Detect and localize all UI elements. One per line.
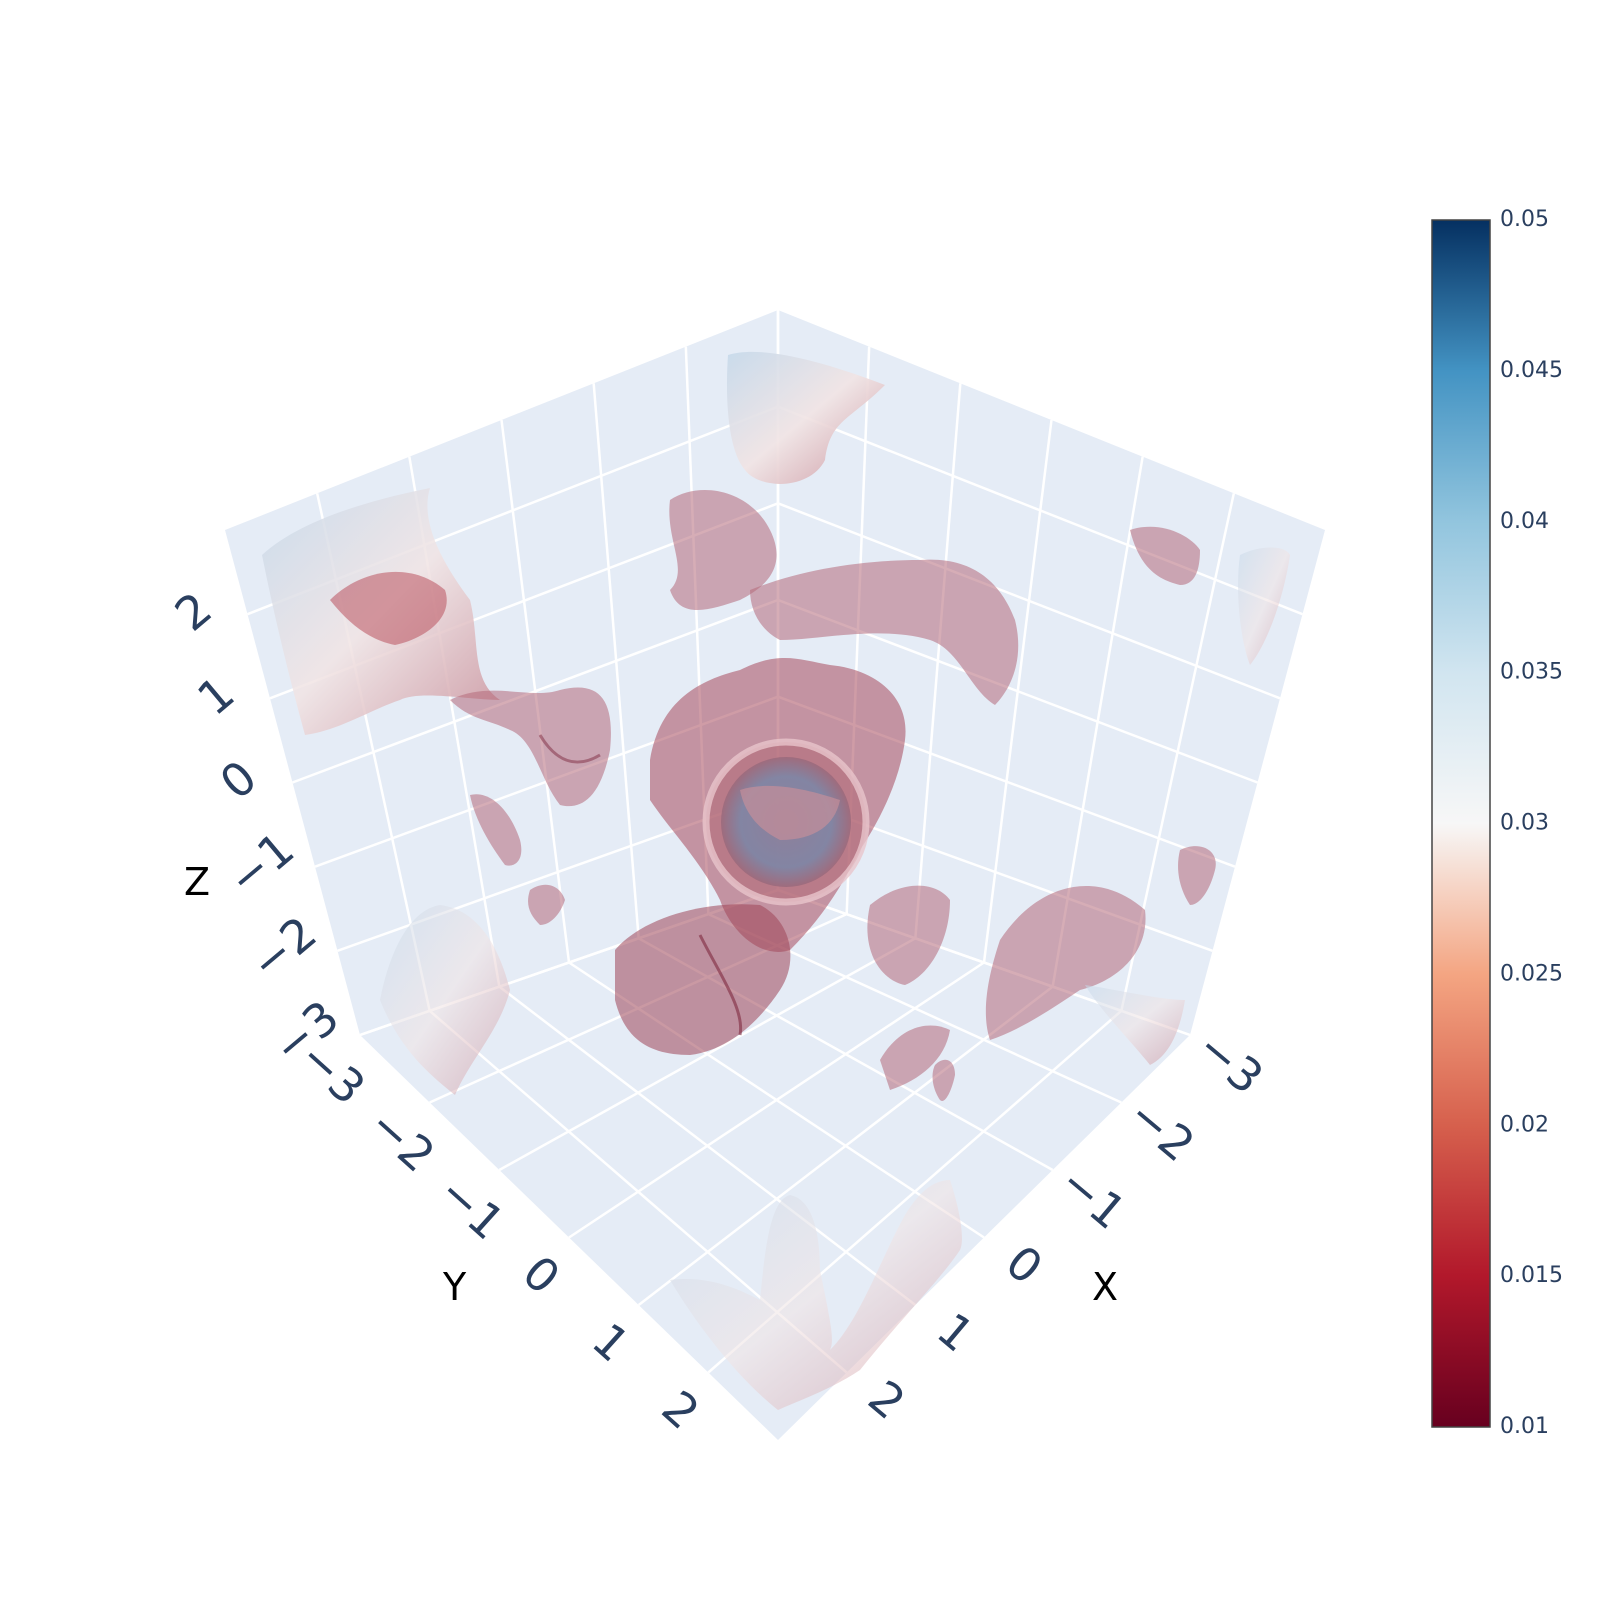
isosurface-blob xyxy=(726,351,885,484)
left-wall xyxy=(225,310,778,1035)
isosurface-blob xyxy=(1238,547,1290,665)
wall-gridline xyxy=(777,405,1303,616)
z-tick-label: −2 xyxy=(240,906,327,991)
z-tick-label: 0 xyxy=(210,750,267,810)
x-tick-label: −3 xyxy=(1187,1020,1274,1105)
colorbar[interactable]: 0.01 0.015 0.02 0.025 0.03 0.035 0.04 0.045 0.05 xyxy=(1431,207,1563,1439)
isosurface-blob xyxy=(932,1059,955,1101)
floor xyxy=(360,890,1190,1440)
y-axis-title: Y xyxy=(442,1265,467,1309)
colorbar-tick-label: 0.045 xyxy=(1500,358,1563,383)
y-tick-label: −2 xyxy=(359,1097,446,1183)
isosurface-blob xyxy=(1130,526,1200,585)
isosurface-blob xyxy=(380,905,510,1095)
colorbar-tick-label: 0.02 xyxy=(1500,1112,1549,1137)
isosurface-blob xyxy=(615,904,791,1055)
isosurface-blob xyxy=(750,559,1019,705)
isosurface-blob xyxy=(330,571,447,645)
x-axis-title: X xyxy=(1092,1265,1118,1309)
colorbar-tick-label: 0.035 xyxy=(1500,660,1563,685)
isosurface-blob xyxy=(867,885,950,985)
x-tick-label: −1 xyxy=(1050,1155,1137,1240)
isosurfaces xyxy=(262,351,1290,1410)
isosurface-blob xyxy=(1178,846,1216,905)
isosurface-blob xyxy=(528,884,565,925)
isosurface-blob xyxy=(669,490,777,610)
isosurface-edge xyxy=(538,734,601,764)
y-tick-label: 2 xyxy=(652,1380,710,1440)
y-tick-label: −1 xyxy=(428,1165,515,1251)
colorbar-tick-label: 0.05 xyxy=(1500,207,1549,232)
colorbar-tick-label: 0.025 xyxy=(1500,961,1563,986)
x-tick-label: −2 xyxy=(1118,1087,1205,1172)
isosurface-blob xyxy=(450,687,611,807)
colorbar-tick-label: 0.03 xyxy=(1500,811,1549,836)
isosurface-blob xyxy=(880,1025,950,1090)
colorbar-tick-label: 0.04 xyxy=(1500,509,1549,534)
z-axis-title: Z xyxy=(184,860,210,904)
colorbar-tick-label: 0.01 xyxy=(1500,1414,1549,1439)
y-tick-label: 0 xyxy=(512,1245,570,1305)
y-tick-label: 1 xyxy=(582,1313,640,1373)
central-sphere xyxy=(702,738,870,906)
x-tick-label: 1 xyxy=(927,1302,984,1362)
colorbar-ticks: 0.01 0.015 0.02 0.025 0.03 0.035 0.04 0.045 0.05 xyxy=(1500,207,1563,1439)
isosurface-edge xyxy=(698,934,743,1036)
isosurface-blob xyxy=(470,794,522,866)
z-tick-label: −1 xyxy=(217,822,304,907)
sphere-band xyxy=(740,785,840,840)
isosurface-blob xyxy=(1085,985,1185,1065)
z-tick-label: 1 xyxy=(187,666,244,726)
isosurface-blob xyxy=(670,1180,962,1410)
isosurface-blob xyxy=(985,886,1146,1040)
x-tick-label: 2 xyxy=(858,1370,915,1430)
z-tick-label: 2 xyxy=(165,581,222,641)
colorbar-gradient xyxy=(1431,219,1491,1428)
x-tick-label: 0 xyxy=(996,1235,1053,1295)
colorbar-tick-label: 0.015 xyxy=(1500,1263,1563,1288)
